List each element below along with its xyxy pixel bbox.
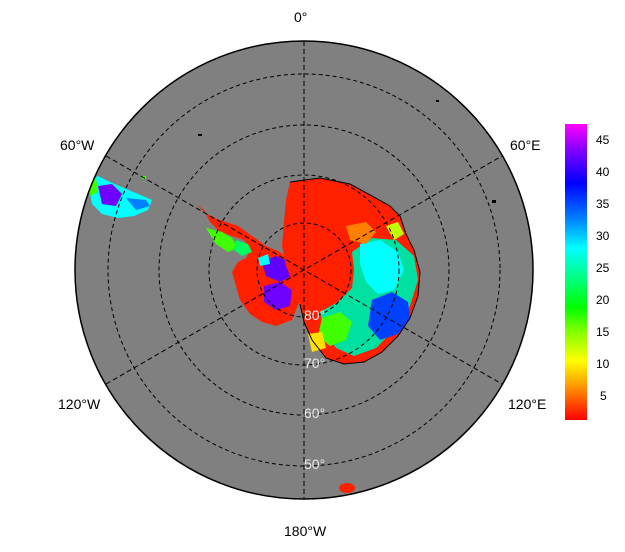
peninsula-green-patch xyxy=(206,228,238,252)
colorbar xyxy=(565,124,587,420)
island-small-2 xyxy=(492,200,496,203)
island-small-3 xyxy=(198,134,202,136)
colorbar-tick-35: 35 xyxy=(596,197,610,211)
east-lime-zone xyxy=(386,222,404,240)
lat-label-50: 50° xyxy=(304,456,325,472)
patagonia-violet-patch xyxy=(98,184,122,206)
colorbar-tick-40: 40 xyxy=(596,165,610,179)
colorbar-tick-45: 45 xyxy=(596,133,610,147)
island-orange xyxy=(339,483,355,493)
colorbar-tick-30: 30 xyxy=(596,229,610,243)
lon-label-120e: 120°E xyxy=(508,396,547,412)
east-green-zone xyxy=(318,312,352,346)
colorbar-tick-10: 10 xyxy=(596,357,610,371)
patagonia-blue-patch xyxy=(126,198,150,210)
west-cyan-patch xyxy=(258,254,270,266)
west-violet-patch-2 xyxy=(264,282,292,310)
east-orange-zone xyxy=(346,222,376,244)
island-small-4 xyxy=(436,100,439,102)
map-boundary xyxy=(74,40,534,500)
east-cyan-core xyxy=(360,240,404,294)
lat-circle-60 xyxy=(158,124,450,416)
lat-circle-50 xyxy=(107,73,501,467)
colorbar-tick-5: 5 xyxy=(600,389,607,403)
east-blue-zone xyxy=(368,292,410,340)
meridian-120w-60e xyxy=(105,155,503,385)
lon-label-60w: 60°W xyxy=(60,137,95,153)
lat-label-60: 60° xyxy=(304,405,325,421)
colorbar-tick-25: 25 xyxy=(596,261,610,275)
peninsula-cyan-patch xyxy=(234,240,252,256)
lat-label-70: 70° xyxy=(304,355,325,371)
lat-label-80: 80° xyxy=(304,307,325,323)
colorbar-tick-15: 15 xyxy=(596,325,610,339)
coastline xyxy=(289,177,421,365)
lon-label-180w: 180°W xyxy=(284,523,327,539)
meridian-lines xyxy=(105,41,503,499)
colorbar-tick-20: 20 xyxy=(596,293,610,307)
lon-label-120w: 120°W xyxy=(58,396,101,412)
lon-label-0: 0° xyxy=(294,9,308,25)
lon-label-60e: 60°E xyxy=(510,137,541,153)
east-yellow-zone xyxy=(308,332,326,352)
